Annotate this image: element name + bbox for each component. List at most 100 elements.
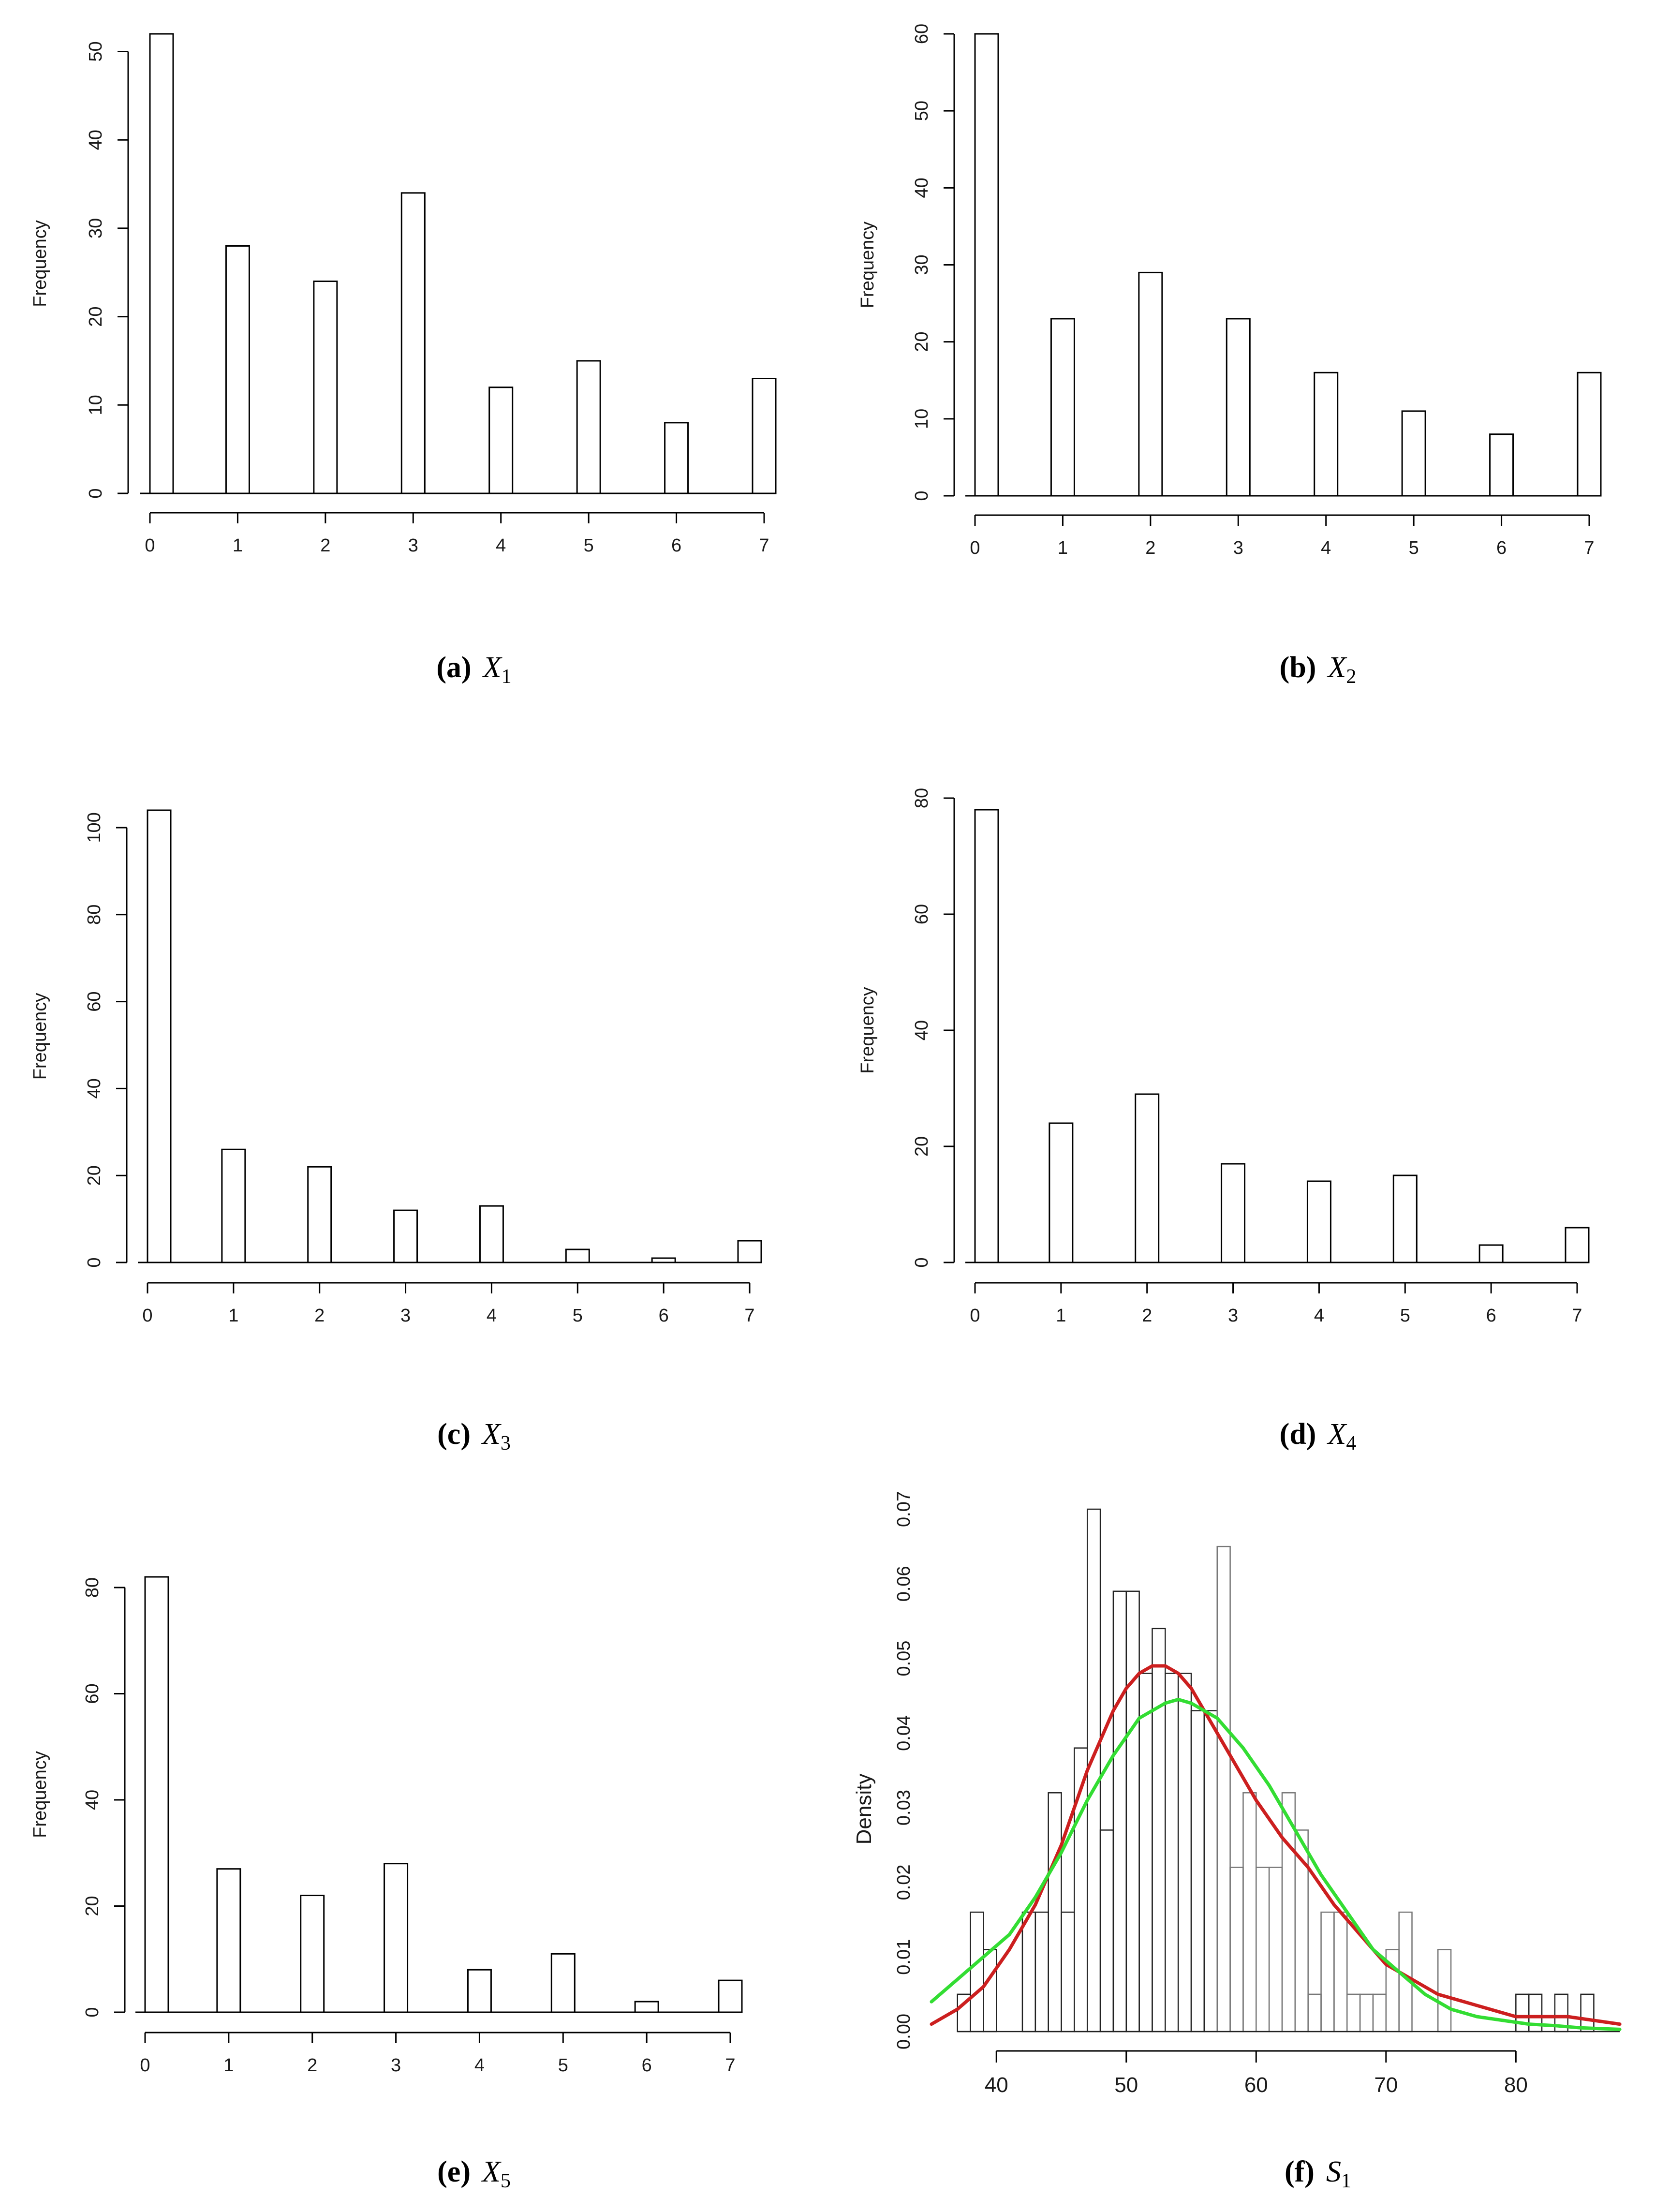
- caption-subscript: 2: [1346, 666, 1357, 688]
- x-tick-label: 7: [744, 1306, 754, 1326]
- histogram-bar: [313, 281, 338, 494]
- y-tick-label: 40: [86, 130, 106, 150]
- x-tick-label: 80: [1504, 2073, 1528, 2097]
- caption-subscript: 5: [500, 2170, 511, 2192]
- x-tick-label: 2: [1142, 1306, 1152, 1326]
- y-tick-label: 50: [912, 101, 932, 121]
- y-tick-label: 10: [912, 409, 932, 429]
- y-axis-title: Density: [852, 1774, 876, 1845]
- x-tick-label: 6: [671, 535, 681, 556]
- caption-label: (c): [437, 1418, 471, 1451]
- y-axis-title: Frequency: [857, 222, 878, 309]
- histogram-x3: 0 1 2 3 4 5 6 7 0 20 40 60 80 100 Frequency: [30, 809, 762, 1326]
- caption-a: (a) X1: [281, 651, 667, 688]
- histogram-bar: [565, 1248, 590, 1263]
- y-tick-label: 60: [912, 904, 932, 924]
- density-bin: [1165, 1673, 1179, 2033]
- histogram-bar: [221, 1148, 246, 1263]
- y-tick-label: 10: [86, 395, 106, 415]
- y-tick-label: 20: [912, 1136, 932, 1157]
- density-bin: [1099, 1829, 1114, 2033]
- y-tick-label: 30: [912, 254, 932, 275]
- histogram-x4: 0 1 2 3 4 5 6 7 0 20 40 60 80 Frequency: [857, 788, 1590, 1326]
- caption-label: (d): [1279, 1418, 1316, 1451]
- caption-label: (f): [1285, 2155, 1315, 2188]
- x-tick-label: 3: [391, 2055, 401, 2076]
- x-tick-label: 5: [573, 1306, 583, 1326]
- x-tick-label: 1: [233, 535, 243, 556]
- y-tick-label: 20: [912, 332, 932, 352]
- density-bin: [1320, 1911, 1335, 2033]
- x-tick-label: 0: [145, 535, 155, 556]
- y-tick-label: 0.05: [894, 1641, 914, 1677]
- y-tick-label: 30: [86, 218, 106, 238]
- histogram-bar: [752, 378, 777, 494]
- histogram-x1: 0 1 2 3 4 5 6 7 0 10 20 30 40 50 Frequency: [30, 33, 777, 556]
- x-tick-label: 3: [400, 1306, 411, 1326]
- density-bin: [1216, 1545, 1231, 2033]
- histogram-bar: [300, 1895, 325, 2013]
- histogram-bar: [1565, 1227, 1590, 1263]
- histogram-bar: [1226, 318, 1251, 497]
- density-bin: [1515, 1993, 1530, 2033]
- density-bin: [1086, 1508, 1101, 2033]
- x-tick-label: 6: [1496, 538, 1507, 558]
- y-axis-title: Frequency: [30, 1751, 50, 1838]
- density-bin: [970, 1911, 984, 2033]
- density-bin: [1242, 1792, 1257, 2033]
- y-tick-label: 0.03: [894, 1790, 914, 1826]
- histogram-bar: [216, 1868, 241, 2013]
- x-tick-label: 0: [142, 1306, 152, 1326]
- histogram-bar: [550, 1953, 576, 2013]
- x-tick-label: 0: [970, 538, 980, 558]
- x-tick-label: 3: [1228, 1306, 1238, 1326]
- x-tick-label: 40: [985, 2073, 1008, 2097]
- y-tick-label: 100: [84, 812, 104, 843]
- histogram-bar: [1306, 1180, 1331, 1263]
- y-tick-label: 40: [84, 1078, 104, 1099]
- y-tick-label: 0.04: [894, 1715, 914, 1751]
- histogram-bar: [718, 1979, 743, 2013]
- histogram-bar: [1135, 1093, 1160, 1263]
- y-tick-label: 20: [82, 1896, 103, 1916]
- density-bin: [1034, 1911, 1049, 2033]
- histogram-bar: [144, 1576, 169, 2013]
- histogram-bar: [479, 1205, 504, 1263]
- density-bin: [1256, 1867, 1270, 2033]
- caption-variable: X: [482, 2155, 501, 2188]
- x-tick-label: 1: [1056, 1306, 1066, 1326]
- y-tick-label: 40: [912, 1020, 932, 1040]
- x-tick-label: 1: [223, 2055, 234, 2076]
- histogram-bar: [393, 1209, 418, 1263]
- histogram-bar: [1489, 433, 1514, 497]
- y-axis-title: Frequency: [30, 993, 50, 1080]
- x-tick-label: 2: [1145, 538, 1155, 558]
- density-bin: [1437, 1949, 1452, 2033]
- y-tick-label: 0.02: [894, 1864, 914, 1900]
- histogram-bar: [147, 809, 172, 1263]
- y-tick-label: 0.06: [894, 1566, 914, 1602]
- caption-variable: S: [1326, 2155, 1341, 2188]
- density-bin: [1190, 1710, 1205, 2033]
- histogram-bar: [576, 360, 601, 494]
- caption-label: (b): [1279, 651, 1316, 684]
- x-tick-label: 7: [1572, 1306, 1582, 1326]
- y-tick-label: 20: [84, 1165, 104, 1186]
- histogram-bar: [634, 2001, 659, 2013]
- x-tick-label: 4: [496, 535, 506, 556]
- caption-variable: X: [1328, 651, 1346, 684]
- histogram-bar: [737, 1240, 762, 1263]
- caption-c: (c) X3: [281, 1417, 667, 1455]
- density-bin: [1580, 1993, 1595, 2033]
- histogram-bar: [384, 1863, 409, 2013]
- x-tick-label: 6: [642, 2055, 652, 2076]
- density-curve-green: [930, 1697, 1622, 2031]
- caption-subscript: 3: [500, 1432, 511, 1455]
- x-tick-label: 6: [659, 1306, 669, 1326]
- y-axis-title: Frequency: [30, 220, 50, 307]
- y-tick-label: 0.01: [894, 1939, 914, 1975]
- caption-d: (d) X4: [1124, 1417, 1511, 1455]
- y-tick-label: 60: [84, 991, 104, 1011]
- histogram-bar: [1401, 410, 1426, 497]
- caption-b: (b) X2: [1124, 651, 1511, 688]
